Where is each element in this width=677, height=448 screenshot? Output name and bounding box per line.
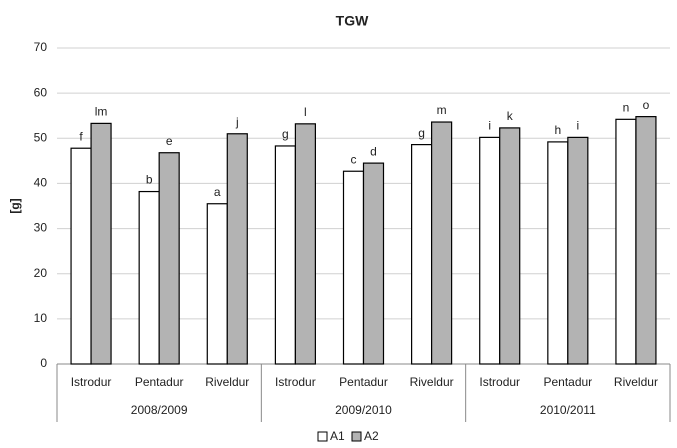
legend-swatch [317,431,328,442]
x-tick-label: Riveldur [205,375,249,389]
bar-annotation: d [370,144,377,158]
x-tick-label: Riveldur [614,375,658,389]
group-label: 2010/2011 [540,403,596,417]
bar [567,136,589,365]
group-label: 2008/2009 [131,403,188,417]
bar-annotation: i [576,119,579,133]
bar-annotation: l [304,105,307,119]
bar-annotation: g [418,126,425,140]
bar [158,152,180,365]
bar [499,127,521,365]
legend-label: A1 [330,429,345,443]
bar [90,122,112,365]
bar [431,121,453,365]
bar [294,123,316,365]
y-tick-label: 30 [34,221,48,235]
y-tick-label: 40 [34,176,48,190]
bar-annotation: i [488,119,491,133]
legend-swatch [351,431,362,442]
y-tick-label: 10 [34,311,48,325]
bar [342,170,365,365]
chart-title: TGW [336,13,369,29]
bar [226,133,248,365]
bar [362,162,385,365]
bar-annotation: e [166,134,173,148]
bar-annotation: b [146,173,153,187]
bar-annotation: m [437,103,447,117]
bar [615,118,637,365]
bar [411,144,433,365]
y-tick-label: 60 [34,85,48,99]
bar [206,203,228,365]
y-tick-label: 20 [34,266,48,280]
bar [70,147,92,365]
bar-annotation: g [282,127,289,141]
group-label: 2009/2010 [335,403,392,417]
bar-annotation: h [554,123,561,137]
x-tick-label: Istrodur [479,375,520,389]
x-tick-label: Riveldur [410,375,454,389]
x-tick-label: Istrodur [275,375,316,389]
bar-annotation: lm [95,105,108,119]
bar-annotation: o [643,98,650,112]
bar-annotation: a [214,185,221,199]
bar-annotation: k [507,109,514,123]
y-tick-label: 70 [34,40,48,54]
legend-label: A2 [364,429,379,443]
bar [479,136,501,365]
bar-annotation: j [235,115,239,129]
y-tick-label: 0 [40,356,47,370]
x-tick-label: Pentadur [135,375,184,389]
y-axis-label: [g] [8,198,22,213]
bar [547,141,569,365]
bar-annotation: c [351,152,357,166]
bar [274,145,296,365]
x-tick-label: Pentadur [543,375,592,389]
x-tick-label: Istrodur [71,375,112,389]
bar [635,116,657,365]
bar-annotation: f [79,129,83,143]
bar-annotation: n [623,100,630,114]
bar [138,190,160,365]
x-tick-label: Pentadur [339,375,388,389]
y-tick-label: 50 [34,130,48,144]
